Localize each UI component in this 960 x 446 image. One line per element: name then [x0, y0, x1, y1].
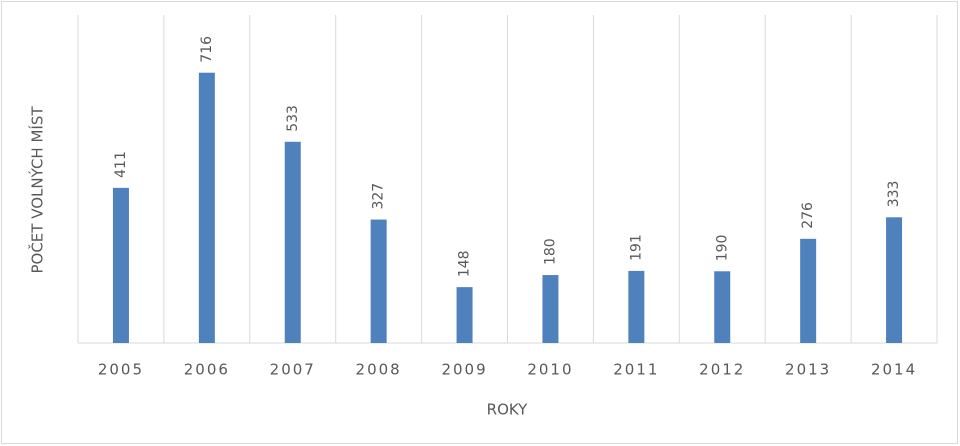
x-tick-label: 2014: [871, 361, 917, 379]
x-tick-label: 2009: [441, 361, 487, 379]
data-label: 276: [800, 202, 816, 229]
data-label: 716: [199, 36, 215, 63]
bar: [284, 141, 301, 343]
x-tick-label: 2010: [527, 361, 573, 379]
data-label: 333: [886, 181, 902, 208]
data-label: 190: [714, 235, 730, 262]
bar: [370, 219, 387, 343]
y-axis-title: POČET VOLNÝCH MÍST: [28, 106, 47, 274]
bar: [628, 270, 645, 343]
data-label: 533: [285, 105, 301, 132]
x-tick-label: 2008: [356, 361, 402, 379]
x-tick-label: 2005: [98, 361, 144, 379]
x-tick-label: 2006: [184, 361, 230, 379]
bar: [800, 238, 817, 343]
data-label: 327: [371, 183, 387, 210]
data-label: 148: [457, 250, 473, 277]
x-axis-title: ROKY: [487, 401, 529, 419]
bar: [112, 187, 129, 343]
bar: [714, 271, 731, 343]
bar: [198, 72, 215, 344]
x-tick-label: 2007: [270, 361, 316, 379]
data-label: 411: [113, 151, 129, 178]
x-tick-label: 2012: [699, 361, 745, 379]
bar: [542, 275, 559, 343]
x-tick-label: 2011: [613, 361, 659, 379]
bar: [886, 217, 903, 343]
data-label: 191: [628, 234, 644, 261]
x-tick-label: 2013: [785, 361, 831, 379]
bar: [456, 287, 473, 343]
data-label: 180: [542, 238, 558, 265]
